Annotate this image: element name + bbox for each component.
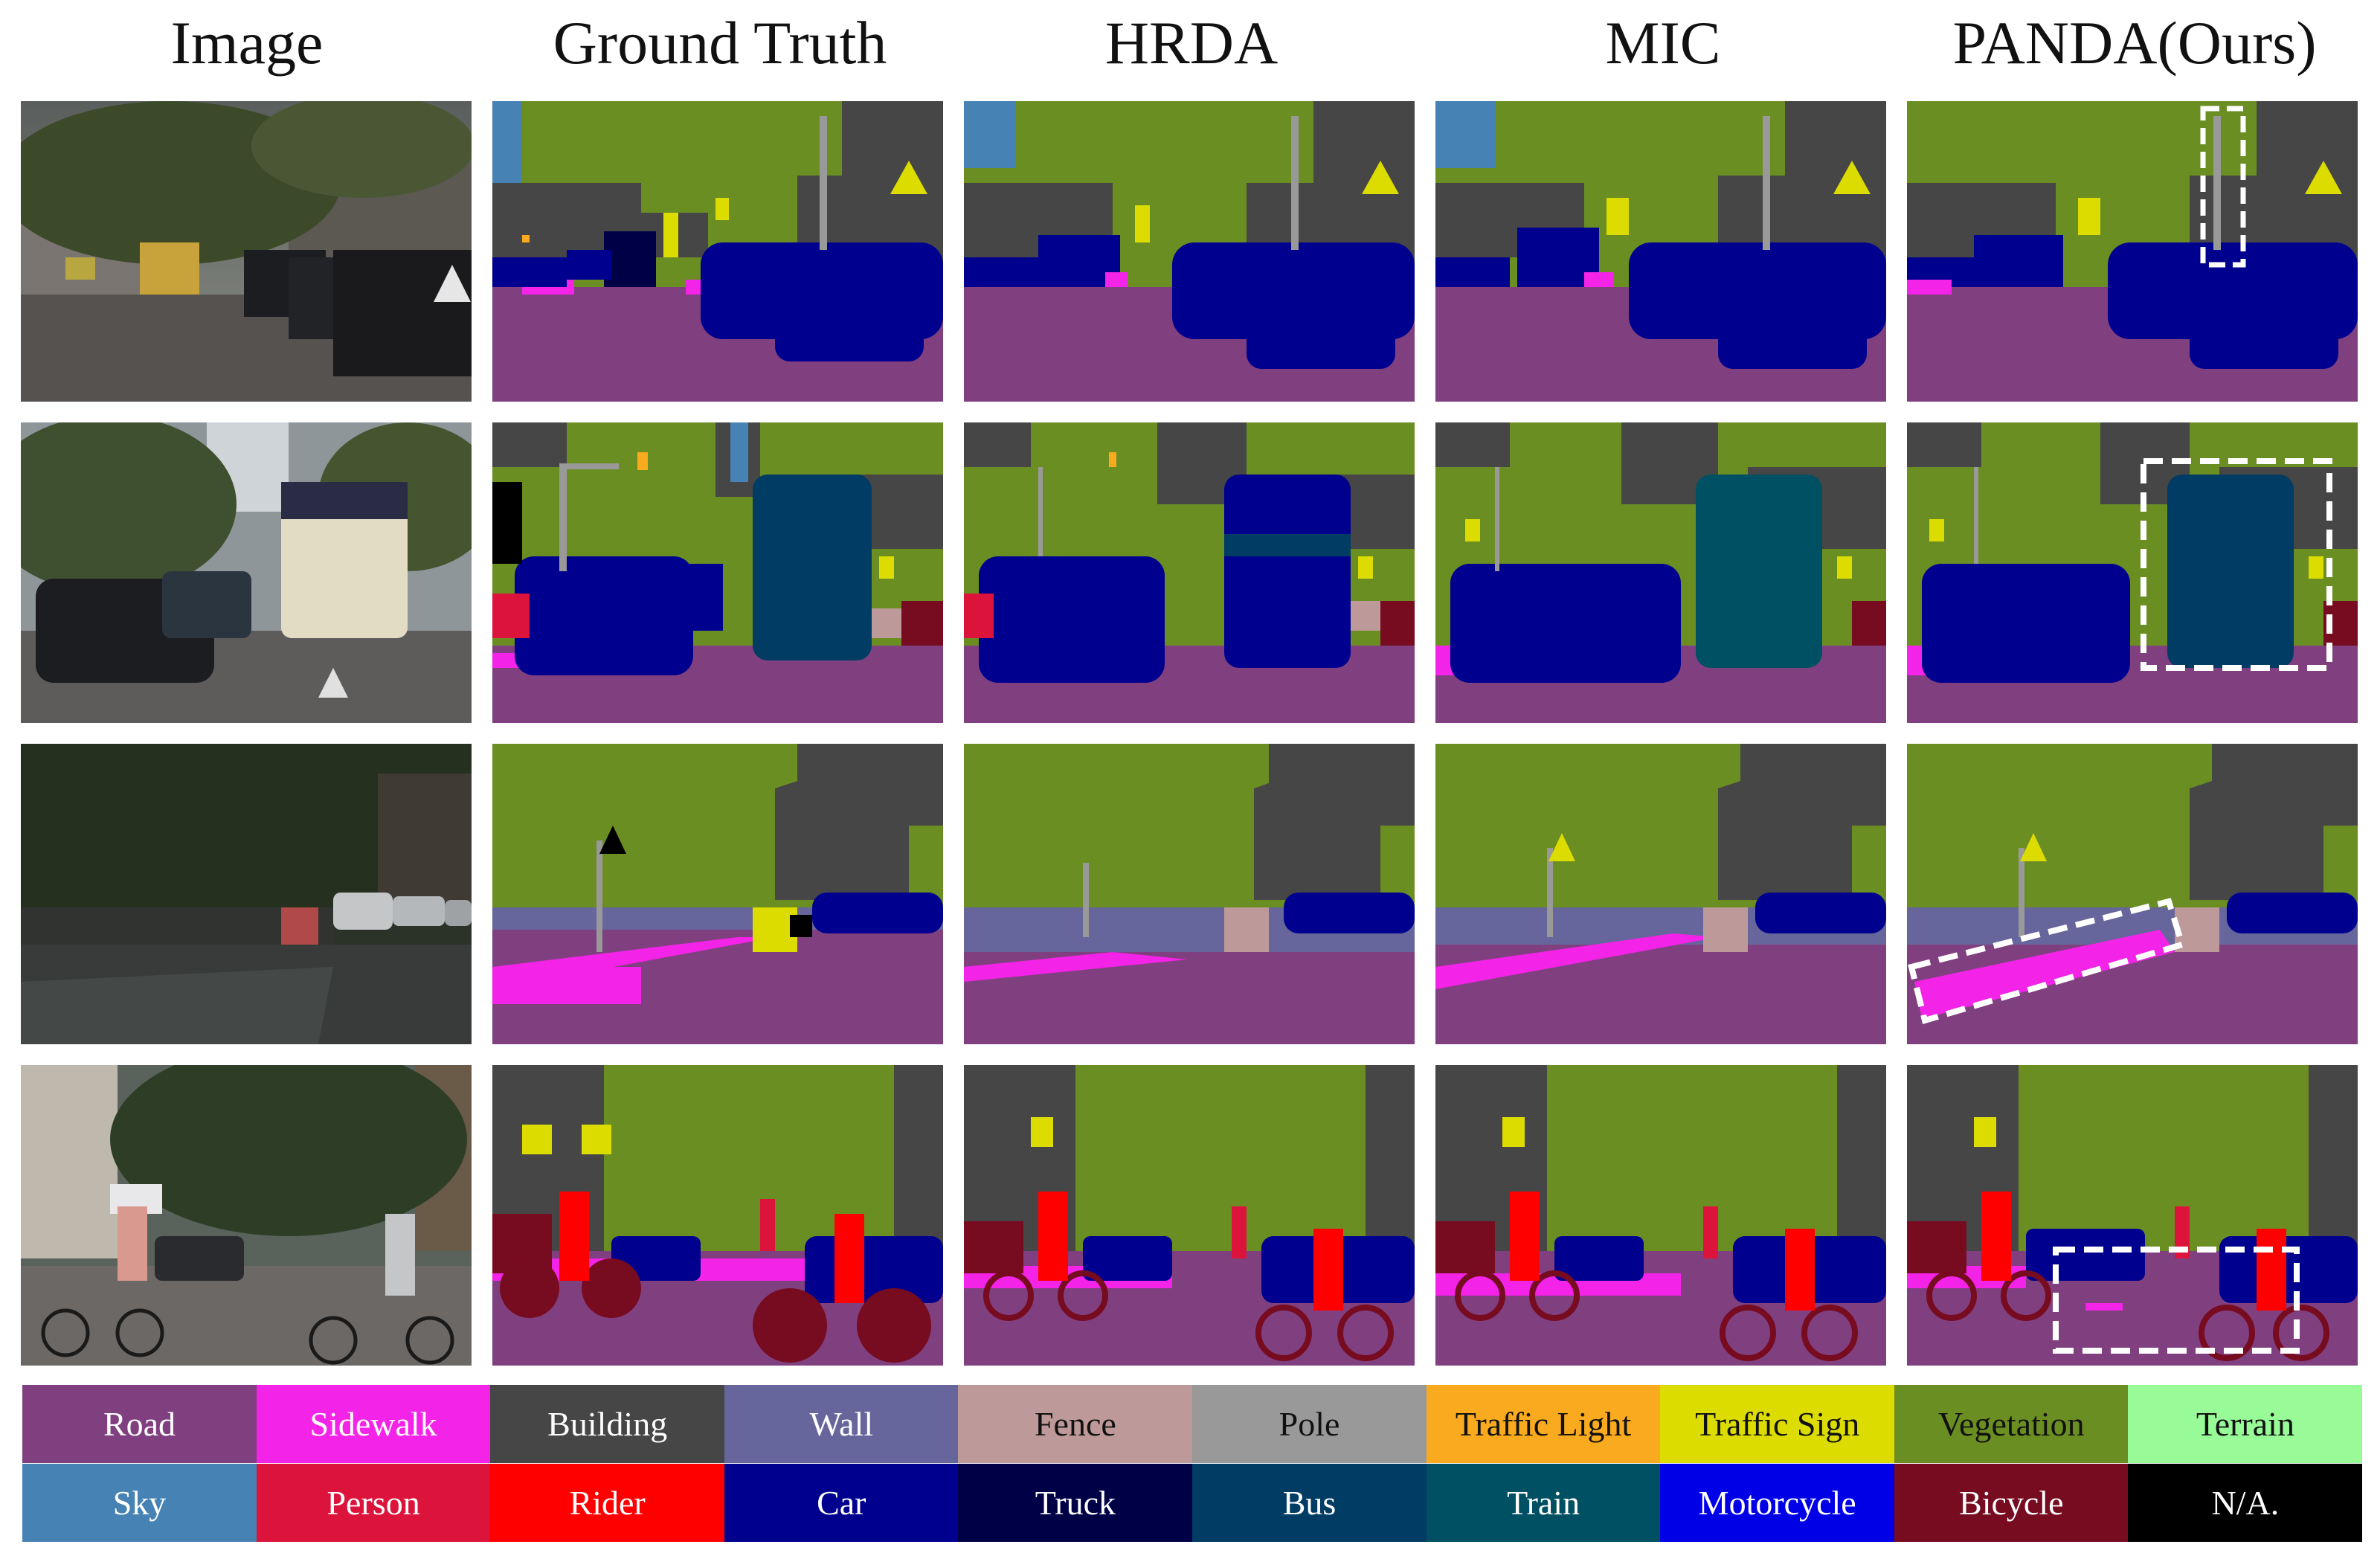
row2-image <box>21 422 472 723</box>
legend-train: Train <box>1426 1464 1661 1542</box>
row3-hrda <box>964 744 1415 1044</box>
row2-ground-truth <box>492 422 943 723</box>
row3-panda <box>1907 744 2358 1044</box>
row2-mic <box>1435 422 1886 723</box>
row4-panda <box>1907 1065 2358 1366</box>
row2-panda <box>1907 422 2358 723</box>
legend-rider: Rider <box>490 1464 725 1542</box>
legend-bus: Bus <box>1192 1464 1427 1542</box>
row1-panda <box>1907 101 2358 402</box>
row1-image <box>21 101 472 402</box>
legend-vegetation: Vegetation <box>1894 1385 2129 1463</box>
legend-wall: Wall <box>724 1385 959 1463</box>
class-legend: Road Sidewalk Building Wall Fence Pole Traffic… <box>22 1385 2363 1543</box>
row4-mic <box>1435 1065 1886 1366</box>
legend-car: Car <box>724 1464 959 1542</box>
row3-ground-truth <box>492 744 943 1044</box>
legend-traffic-sign: Traffic Sign <box>1660 1385 1895 1463</box>
row3-mic <box>1435 744 1886 1044</box>
row2-hrda <box>964 422 1415 723</box>
legend-traffic-light: Traffic Light <box>1426 1385 1661 1463</box>
row4-ground-truth <box>492 1065 943 1366</box>
column-header-ground-truth: Ground Truth <box>553 9 887 77</box>
row3-image <box>21 744 472 1044</box>
legend-n-a: N/A. <box>2128 1464 2363 1542</box>
legend-terrain: Terrain <box>2128 1385 2363 1463</box>
legend-pole: Pole <box>1192 1385 1427 1463</box>
legend-person: Person <box>256 1464 491 1542</box>
row1-ground-truth <box>492 101 943 402</box>
legend-motorcycle: Motorcycle <box>1660 1464 1895 1542</box>
column-header-panda: PANDA(Ours) <box>1952 9 2317 77</box>
column-header-hrda: HRDA <box>1104 9 1279 77</box>
legend-truck: Truck <box>958 1464 1193 1542</box>
column-header-image: Image <box>170 9 324 77</box>
legend-fence: Fence <box>958 1385 1193 1463</box>
row1-hrda <box>964 101 1415 402</box>
row1-mic <box>1435 101 1886 402</box>
legend-bicycle: Bicycle <box>1894 1464 2129 1542</box>
column-header-mic: MIC <box>1605 9 1721 77</box>
legend-sky: Sky <box>22 1464 257 1542</box>
legend-building: Building <box>490 1385 725 1463</box>
legend-sidewalk: Sidewalk <box>256 1385 491 1463</box>
row4-hrda <box>964 1065 1415 1366</box>
legend-road: Road <box>22 1385 257 1463</box>
row4-image <box>21 1065 472 1366</box>
